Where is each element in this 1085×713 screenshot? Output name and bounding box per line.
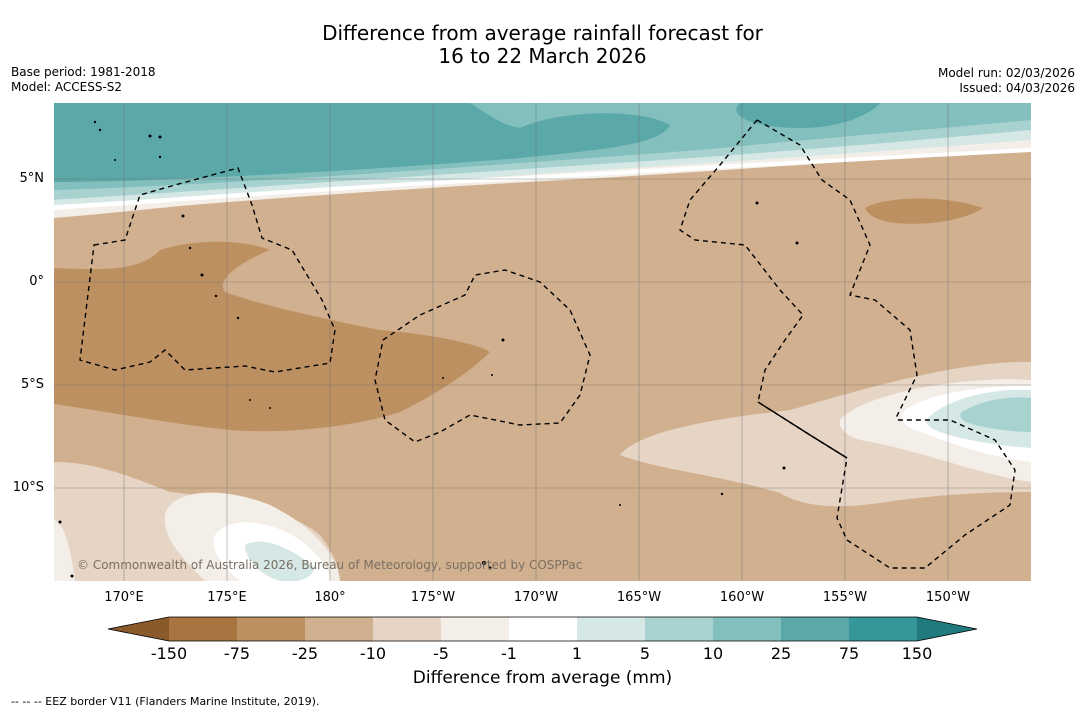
island	[782, 466, 786, 470]
colorbar-label: -25	[291, 644, 319, 663]
eez-legend-note: -- -- -- EEZ border V11 (Flanders Marine…	[11, 695, 320, 708]
island	[58, 520, 62, 524]
eez-east-lower	[679, 119, 1016, 569]
colorbar-label: 75	[838, 644, 860, 663]
colorbar-segment	[849, 617, 917, 641]
colorbar-title: Difference from average (mm)	[412, 668, 673, 688]
island	[501, 338, 505, 342]
meta-right: Model run: 02/03/2026 Issued: 04/03/2026	[938, 66, 1075, 96]
map-area	[54, 103, 1031, 581]
island	[158, 155, 162, 159]
eez-borders	[79, 119, 1016, 569]
colorbar-segment	[645, 617, 713, 641]
lon-label: 170°W	[513, 590, 559, 605]
island	[491, 374, 493, 376]
island	[188, 246, 192, 250]
colorbar-segment	[373, 617, 441, 641]
island	[482, 561, 486, 565]
islands	[58, 120, 799, 578]
colorbar-label: -150	[150, 644, 188, 663]
colorbar-extend-high	[917, 617, 977, 641]
island	[93, 120, 97, 124]
lon-label: 165°W	[616, 590, 662, 605]
colorbar-segment	[713, 617, 781, 641]
colorbar-segment	[577, 617, 645, 641]
colorbar-segment	[781, 617, 849, 641]
island	[269, 407, 271, 409]
lon-label: 175°W	[410, 590, 456, 605]
lon-label: 180°	[314, 590, 346, 605]
field-wet-se-2	[960, 397, 1031, 432]
eez-east	[756, 119, 918, 421]
eez-solid-segment	[757, 401, 848, 459]
colorbar-outline	[107, 616, 978, 642]
island	[249, 399, 251, 401]
eez-central	[374, 269, 591, 443]
colorbar-segment	[509, 617, 577, 641]
eez-west	[79, 167, 336, 373]
island	[181, 214, 185, 218]
island	[619, 504, 621, 506]
island	[755, 201, 759, 205]
lon-label: 175°E	[207, 590, 247, 605]
field-white-strip	[54, 148, 1031, 210]
field-wet-sw	[245, 541, 315, 581]
lon-label: 170°E	[104, 590, 144, 605]
field-wet-patch-ne	[736, 103, 880, 128]
lon-label: 150°W	[925, 590, 971, 605]
colorbar-label: -10	[359, 644, 387, 663]
island	[148, 134, 152, 138]
colorbar-label: 1	[571, 644, 583, 663]
model-run: Model run: 02/03/2026	[937, 66, 1075, 80]
island	[70, 574, 74, 578]
graticule	[54, 103, 1031, 581]
issued-date: Issued: 04/03/2026	[959, 81, 1075, 95]
colorbar-label: 150	[901, 644, 933, 663]
copyright-notice: © Commonwealth of Australia 2026, Bureau…	[77, 558, 583, 572]
colorbar-label: 10	[702, 644, 724, 663]
map-title-line2: 16 to 22 March 2026	[438, 44, 647, 68]
island	[720, 492, 724, 496]
island	[200, 273, 204, 277]
island	[98, 128, 102, 132]
field-white-sw-corner	[54, 520, 75, 581]
colorbar-segment	[237, 617, 305, 641]
colorbar-extend-low	[108, 617, 169, 641]
lat-label: 5°N	[19, 171, 45, 186]
colorbar-segment	[441, 617, 509, 641]
lon-label: 155°W	[822, 590, 868, 605]
map-title-line1: Difference from average rainfall forecas…	[322, 21, 763, 45]
field-wet-band-4	[54, 103, 670, 182]
model-name: Model: ACCESS-S2	[11, 80, 123, 94]
colorbar-label: 5	[639, 644, 651, 663]
island	[488, 566, 492, 570]
island	[795, 241, 799, 245]
island	[158, 135, 162, 139]
field-dry-west	[54, 241, 490, 432]
colorbar-segment	[305, 617, 373, 641]
island	[442, 377, 444, 379]
colorbar-label: -1	[501, 644, 517, 663]
base-period: Base period: 1981-2018	[11, 65, 156, 79]
colorbar-label: 25	[770, 644, 792, 663]
island	[214, 294, 218, 298]
meta-left: Base period: 1981-2018 Model: ACCESS-S2	[11, 65, 156, 95]
colorbar-label: -5	[433, 644, 449, 663]
field-dry-east	[865, 198, 983, 224]
lon-label: 160°W	[719, 590, 765, 605]
colorbar-segment	[169, 617, 237, 641]
island	[114, 159, 116, 161]
lat-label: 5°S	[20, 377, 44, 392]
island	[236, 316, 240, 320]
colorbar	[107, 616, 978, 642]
lat-label: 0°	[29, 274, 44, 289]
colorbar-label: -75	[223, 644, 251, 663]
lat-label: 10°S	[12, 480, 44, 495]
